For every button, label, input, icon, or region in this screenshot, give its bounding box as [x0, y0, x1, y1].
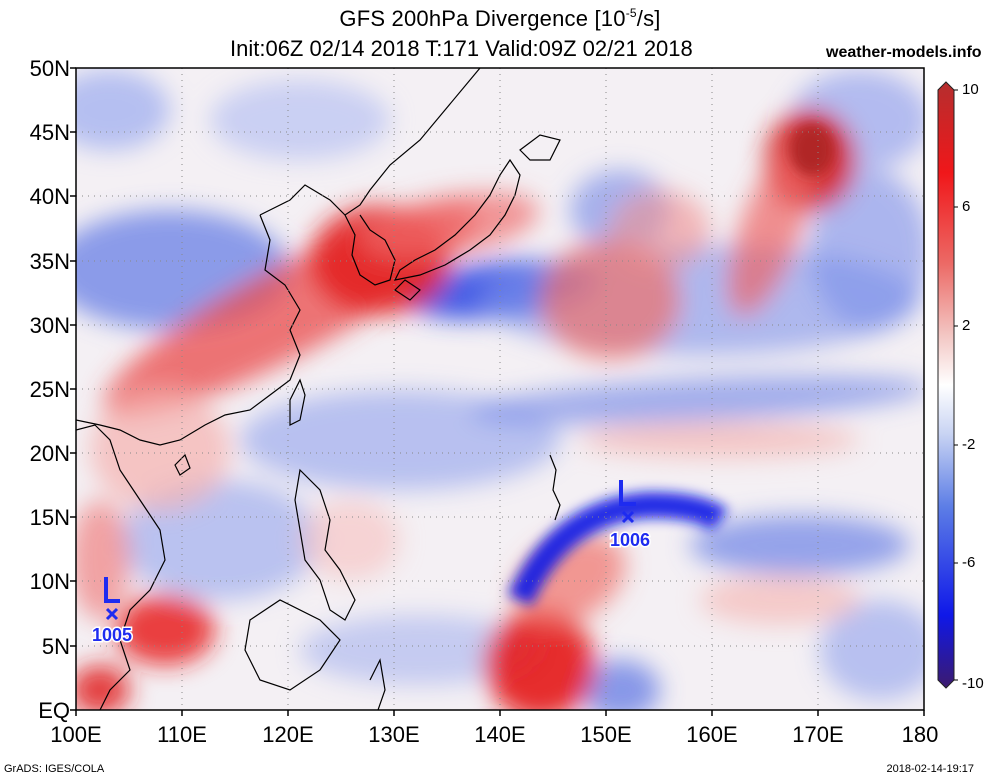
lat-label: 20N — [29, 441, 70, 466]
low-2-pressure: 1006 — [610, 530, 650, 550]
chart-subtitle: Init:06Z 02/14 2018 T:171 Valid:09Z 02/2… — [230, 36, 693, 61]
colorbar-label: 10 — [962, 81, 979, 98]
lon-label: 110E — [157, 722, 207, 747]
colorbar-label: -10 — [962, 675, 984, 692]
low-marker-2: 1006 — [608, 480, 652, 552]
lon-label: 120E — [262, 722, 314, 747]
coastlines — [76, 68, 561, 710]
lat-label: 25N — [29, 377, 70, 402]
colorbar-label: -2 — [962, 436, 976, 453]
footer-credit: GrADS: IGES/COLA — [4, 763, 105, 775]
lon-label: 170E — [792, 722, 844, 747]
lon-label: 180 — [901, 722, 939, 747]
colorbar — [937, 81, 958, 689]
lat-label: 50N — [29, 56, 70, 81]
footer-timestamp: 2018-02-14-19:17 — [886, 763, 974, 775]
lat-label: 15N — [29, 505, 70, 530]
lat-label: EQ — [38, 698, 70, 723]
lon-label: 150E — [580, 722, 632, 747]
chart-title: GFS 200hPa Divergence [10-5/s] — [339, 6, 661, 31]
lon-label: 100E — [50, 722, 102, 747]
low-1-pressure: 1005 — [92, 625, 132, 645]
lon-label: 140E — [474, 722, 526, 747]
lat-label: 40N — [29, 184, 70, 209]
lat-label: 45N — [29, 120, 70, 145]
colorbar-label: -6 — [962, 554, 976, 571]
lat-label: 30N — [29, 313, 70, 338]
divergence-field — [76, 68, 924, 710]
low-marker-1: 1005 — [90, 577, 134, 647]
lat-label: 35N — [29, 249, 70, 274]
lat-label: 10N — [29, 569, 70, 594]
lon-label: 130E — [368, 722, 420, 747]
lat-label: 5N — [41, 634, 70, 659]
lon-label: 160E — [686, 722, 738, 747]
colorbar-label: 2 — [962, 317, 971, 334]
axis-ticks — [70, 67, 925, 716]
colorbar-label: 6 — [962, 198, 971, 215]
site-credit: weather-models.info — [826, 44, 982, 61]
